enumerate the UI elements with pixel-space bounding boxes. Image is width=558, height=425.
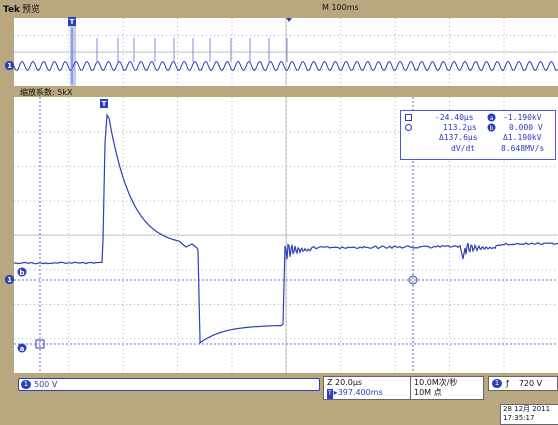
overview-ch1-marker: 1 [5,61,14,70]
zoom-factor-label: 缩放系数: 5kX [20,87,72,98]
zoom-window-indicator [70,18,76,86]
trigger-readout[interactable]: 1 ƒ 720 V [488,376,558,391]
svg-text:b: b [19,269,24,277]
record-length: 10M 点 [414,388,480,398]
delta-time: Δ137.6µs [439,133,478,143]
svg-text:b: b [490,125,494,132]
acquisition-readout[interactable]: 10.0M次/秒 10M 点 [410,376,484,400]
ch1-scale-readout[interactable]: 1 500 V [18,378,320,391]
slope-label: dV/dt [451,144,475,154]
cursor-b-voltage-icon: b [487,123,496,132]
trigger-channel-badge: 1 [492,379,502,388]
svg-text:T: T [102,100,107,108]
time: 17:35:17 [503,414,558,423]
cursor-a-time: -24.40µs [435,113,474,123]
zoom-time-per-div: Z 20.0µs [327,378,407,388]
cursor-a-voltage-icon: a [487,113,496,122]
cursor-a-voltage: -1.190kV [503,113,542,123]
slope-value: 8.648MV/s [501,144,544,154]
position-icon: T [327,389,333,399]
datetime-readout: 28 12月 2011 17:35:17 [500,404,558,425]
zoom-ch1-marker: 1 [5,275,14,284]
trigger-slope-icon: ƒ [506,379,509,388]
delta-voltage: Δ1.190kV [503,133,542,143]
zoom-position: T ▸397.400ms [327,388,407,399]
svg-text:1: 1 [7,62,12,70]
svg-text:a: a [20,345,25,353]
cursor-readout-panel: -24.40µs a -1.190kV 113.2µs b 0.000 V Δ1… [400,110,556,160]
ch1-scale-value: 500 V [34,380,57,389]
cursor-b-circle-icon [405,124,413,132]
zoom-trigger-marker: T [100,99,108,108]
ch1-number-badge: 1 [21,380,31,389]
cursor-b-voltage: 0.000 V [509,123,543,133]
zoom-timebase-readout[interactable]: Z 20.0µs T ▸397.400ms [323,376,411,400]
sample-rate: 10.0M次/秒 [414,378,480,388]
svg-text:T: T [70,18,75,26]
svg-text:a: a [490,115,494,122]
overview-trigger-marker: T [68,17,76,26]
date: 28 12月 2011 [503,405,558,414]
cursor-b-time: 113.2µs [443,123,477,133]
svg-text:1: 1 [7,276,12,284]
cursor-a-square-icon [405,114,413,122]
trigger-level: 720 V [519,379,542,388]
